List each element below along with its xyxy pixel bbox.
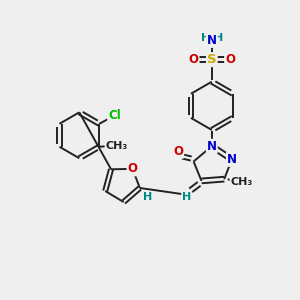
Text: H: H [201,33,210,43]
Text: CH₃: CH₃ [105,141,128,151]
Text: O: O [128,162,137,176]
Text: Cl: Cl [108,109,121,122]
Text: H: H [182,192,191,202]
Text: O: O [189,53,199,66]
Text: H: H [143,192,153,203]
Text: O: O [173,145,183,158]
Text: CH₃: CH₃ [230,176,252,187]
Text: N: N [207,34,217,47]
Text: S: S [207,53,217,66]
Text: N: N [207,140,217,153]
Text: H: H [214,33,223,43]
Text: N: N [227,153,237,166]
Text: O: O [225,53,235,66]
